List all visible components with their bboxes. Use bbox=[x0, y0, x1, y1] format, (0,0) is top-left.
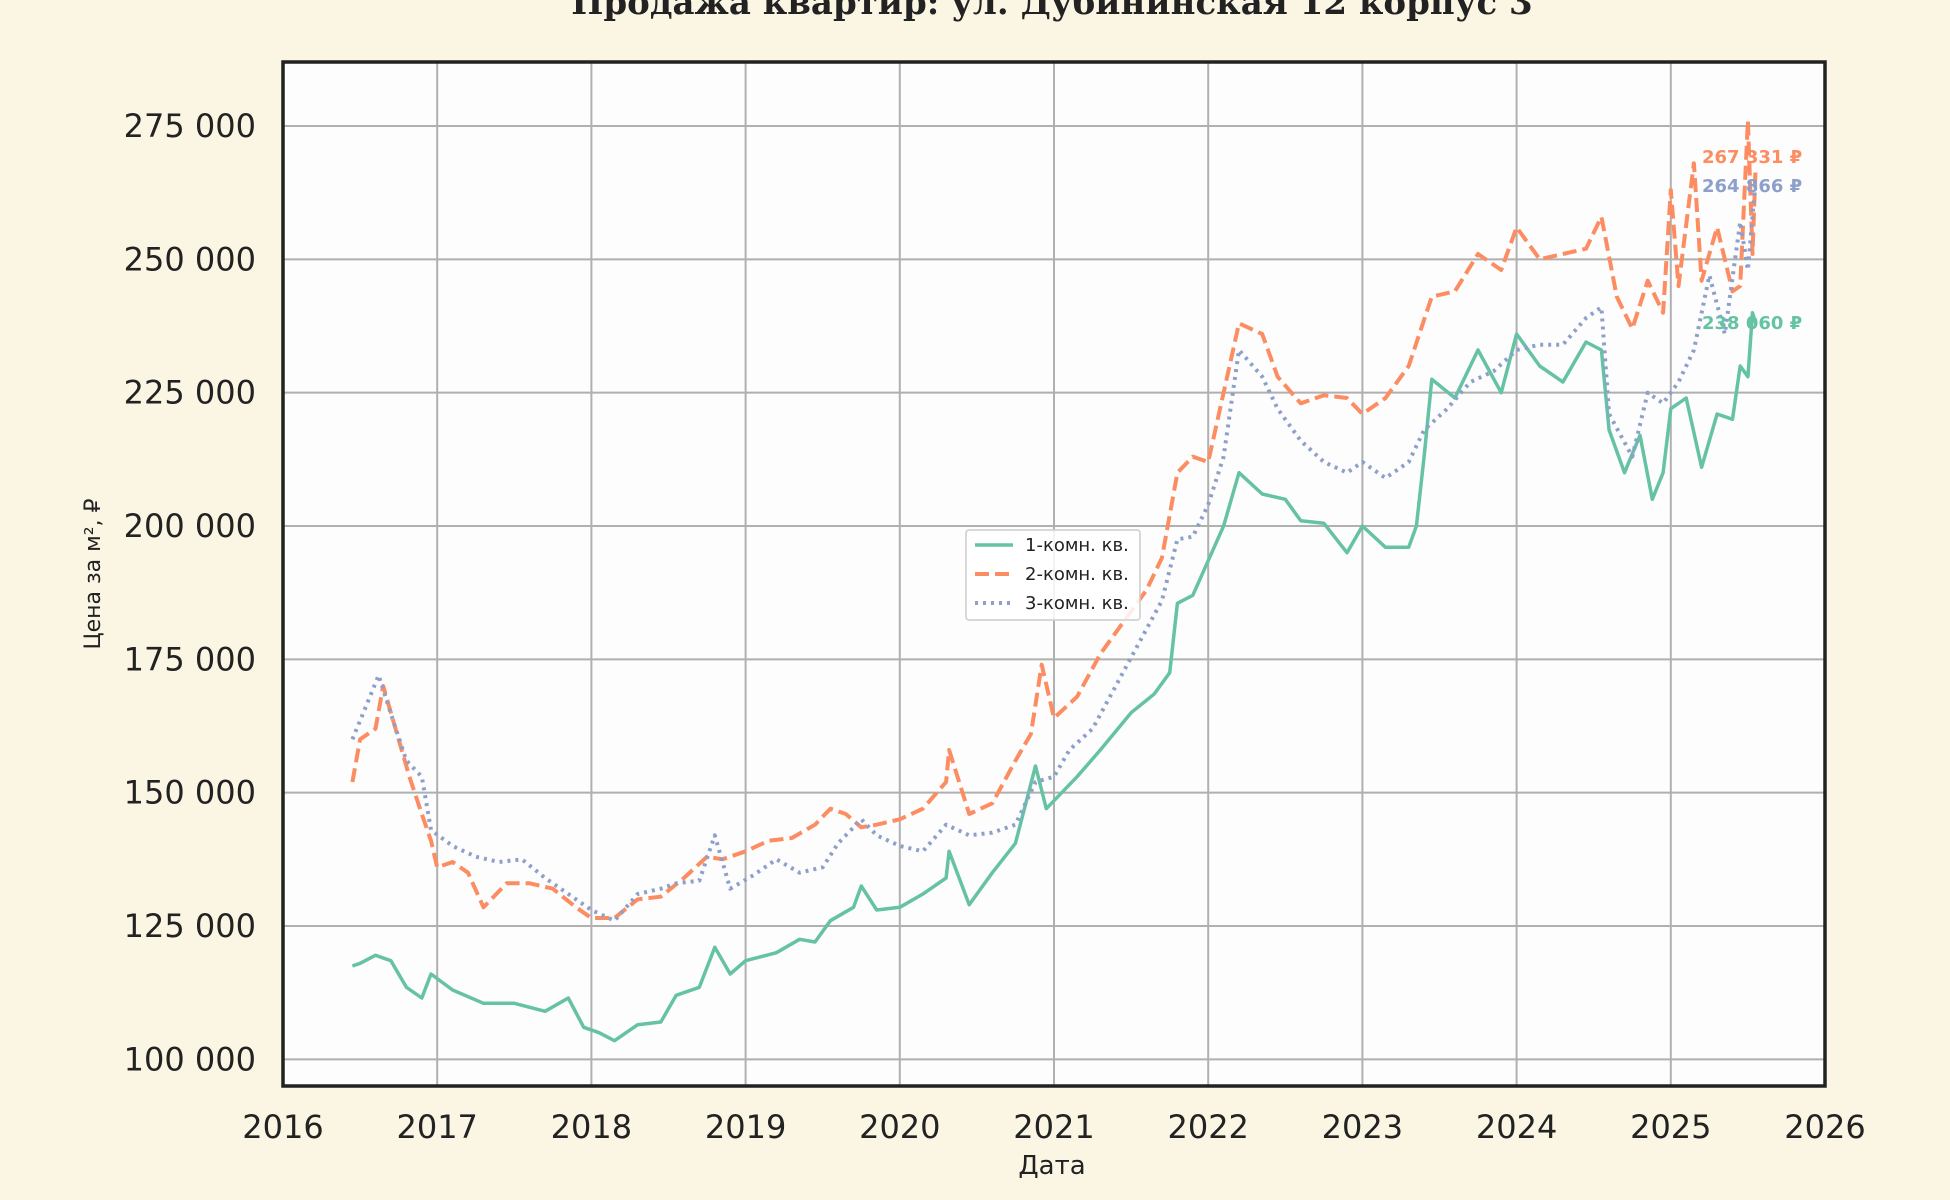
x-tick-label: 2019 bbox=[705, 1108, 786, 1146]
end-labels: 238 060 ₽ 267 331 ₽ 264 866 ₽ bbox=[1702, 147, 1802, 334]
legend-label-2: 2-комн. кв. bbox=[1025, 564, 1129, 585]
y-tick-label: 150 000 bbox=[124, 774, 256, 812]
x-tick-label: 2023 bbox=[1322, 1108, 1403, 1146]
x-tick-label: 2018 bbox=[551, 1108, 632, 1146]
x-tick-label: 2021 bbox=[1013, 1108, 1094, 1146]
series-layer bbox=[350, 118, 1758, 1043]
x-axis-ticks: 2016 2017 2018 2019 2020 2021 2022 2023 2024 2025… bbox=[242, 1108, 1865, 1146]
end-value-label-1: 238 060 ₽ bbox=[1702, 313, 1802, 334]
series-line-1 bbox=[351, 310, 1758, 1043]
y-tick-label: 200 000 bbox=[124, 507, 256, 545]
x-tick-label: 2016 bbox=[242, 1108, 323, 1146]
y-axis-ticks: 100 000 125 000 150 000 175 000 200 000 225 0… bbox=[124, 107, 256, 1078]
end-value-label-3: 264 866 ₽ bbox=[1702, 176, 1802, 197]
legend: 1-комн. кв. 2-комн. кв. 3-комн. кв. bbox=[965, 529, 1141, 621]
y-tick-label: 175 000 bbox=[124, 640, 256, 678]
plot-frame bbox=[281, 60, 1827, 1088]
x-tick-label: 2024 bbox=[1476, 1108, 1557, 1146]
legend-box bbox=[965, 529, 1141, 621]
x-tick-label: 2022 bbox=[1167, 1108, 1248, 1146]
end-value-label-2: 267 331 ₽ bbox=[1702, 147, 1802, 168]
y-tick-label: 225 000 bbox=[124, 374, 256, 412]
legend-label-1: 1-комн. кв. bbox=[1025, 535, 1129, 556]
chart-title: Продажа квартир: ул. Дубининская 12 корп… bbox=[571, 0, 1532, 23]
y-tick-label: 275 000 bbox=[124, 107, 256, 145]
series-line-2 bbox=[350, 118, 1758, 920]
y-tick-label: 250 000 bbox=[124, 240, 256, 278]
legend-label-3: 3-комн. кв. bbox=[1025, 593, 1129, 614]
y-tick-label: 125 000 bbox=[124, 907, 256, 945]
x-tick-label: 2017 bbox=[396, 1108, 477, 1146]
x-tick-label: 2020 bbox=[859, 1108, 940, 1146]
y-tick-label: 100 000 bbox=[124, 1040, 256, 1078]
x-tick-label: 2026 bbox=[1784, 1108, 1865, 1146]
x-axis-label: Дата bbox=[1018, 1151, 1085, 1181]
x-tick-label: 2025 bbox=[1630, 1108, 1711, 1146]
y-axis-label: Цена за м², ₽ bbox=[81, 498, 106, 649]
